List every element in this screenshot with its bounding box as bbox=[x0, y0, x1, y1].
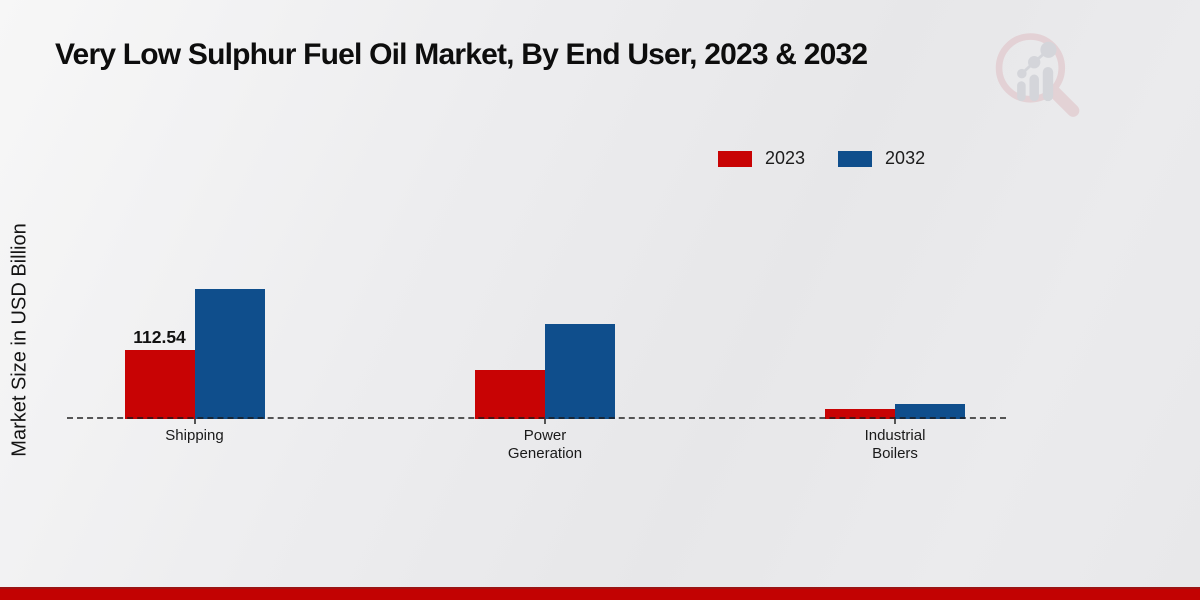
legend-item-2023: 2023 bbox=[718, 148, 805, 169]
footer-red-band bbox=[0, 587, 1200, 600]
legend-label: 2023 bbox=[765, 148, 806, 168]
x-axis-tick bbox=[193, 419, 196, 424]
x-category-label: Shipping bbox=[165, 427, 224, 444]
bar-2032-shipping bbox=[194, 289, 265, 419]
x-category-label: Power Generation bbox=[507, 427, 583, 462]
bar-2023-power-generation bbox=[475, 370, 545, 419]
legend-item-2032: 2032 bbox=[838, 148, 925, 169]
magnifier-bar-chart-logo-icon bbox=[988, 28, 1088, 123]
bar-2023-shipping bbox=[124, 350, 195, 419]
x-axis-tick bbox=[544, 419, 546, 424]
bar-2023-industrial-boilers bbox=[825, 409, 895, 419]
x-axis-tick bbox=[894, 419, 896, 424]
legend: 2023 2032 bbox=[718, 148, 925, 169]
bar-2032-power-generation bbox=[545, 324, 615, 419]
y-axis-label: Market Size in USD Billion bbox=[8, 223, 31, 457]
legend-swatch-icon bbox=[838, 150, 873, 167]
bar-2032-industrial-boilers bbox=[895, 404, 965, 419]
legend-label: 2032 bbox=[885, 148, 926, 168]
legend-swatch-icon bbox=[718, 150, 752, 167]
chart-title: Very Low Sulphur Fuel Oil Market, By End… bbox=[55, 38, 868, 71]
bar-value-label: 112.54 bbox=[133, 327, 186, 347]
x-category-label: Industrial Boilers bbox=[864, 427, 926, 462]
x-axis-baseline bbox=[67, 417, 1006, 419]
